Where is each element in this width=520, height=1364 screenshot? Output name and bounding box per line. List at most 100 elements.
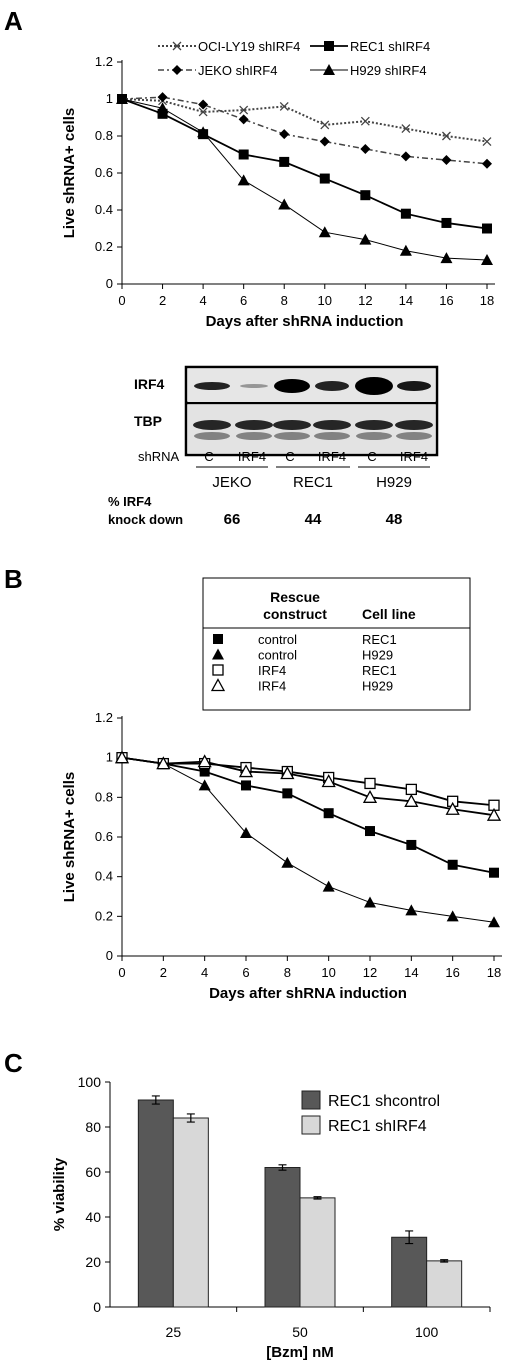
x-tick-label: 0 — [118, 965, 125, 980]
rescue-table-cell-line: REC1 — [362, 663, 397, 678]
y-axis-title: % viability — [51, 1157, 68, 1231]
x-tick-label: 12 — [358, 293, 372, 308]
series-3-point — [486, 807, 502, 821]
rescue-table-cell-line: REC1 — [362, 632, 397, 647]
blot-lane-labels: C IRF4 C IRF4 C IRF4 — [196, 449, 430, 468]
chart-a-line-plot: 0 0.2 0.4 0.6 0.8 1 1.2 0 2 4 6 8 10 12 14 16 18 Days aft… — [61, 54, 495, 330]
filled-square-icon — [213, 634, 223, 644]
series-1-point — [319, 173, 330, 184]
y-tick-label: 0.4 — [95, 869, 113, 884]
blot-bands — [193, 377, 433, 440]
series-1-point — [488, 916, 500, 928]
irf4-band — [194, 382, 230, 390]
series-3-point — [445, 801, 460, 815]
series-1-point — [482, 223, 492, 234]
series-2-point — [405, 783, 417, 796]
series-line-3 — [121, 756, 495, 817]
series-0-point — [365, 826, 375, 837]
shrna-label: shRNA — [138, 449, 180, 464]
series-0-point — [360, 116, 370, 126]
legend-a-label-2: JEKO shIRF4 — [198, 63, 277, 78]
series-2-point — [157, 92, 168, 103]
blot-row-label-irf4: IRF4 — [134, 376, 165, 392]
y-tick-label: 80 — [85, 1119, 101, 1135]
y-tick-label: 1.2 — [95, 710, 113, 725]
bar-1 — [426, 1260, 463, 1308]
rescue-table-construct: IRF4 — [258, 679, 286, 694]
tbp-band-lower — [396, 432, 432, 440]
series-1-point — [281, 856, 294, 868]
series-1-point — [198, 779, 211, 791]
x-tick-label: 14 — [404, 965, 418, 980]
series-3-point — [318, 226, 331, 238]
series-0-point — [482, 137, 492, 147]
series-3-point — [359, 233, 372, 245]
error-bar-0 — [278, 1164, 287, 1171]
series-2-point — [482, 158, 492, 169]
series-3-point — [404, 793, 419, 807]
series-1-point — [400, 208, 411, 219]
x-axis-title: Days after shRNA induction — [206, 313, 404, 330]
panel-letter-c: C — [4, 1048, 23, 1078]
y-tick-label: 0.4 — [95, 202, 113, 217]
knockdown-value: 48 — [386, 511, 403, 528]
series-3-point — [399, 244, 412, 256]
bar-1 — [299, 1197, 336, 1308]
series-3-point — [321, 774, 336, 788]
series-0-point — [320, 120, 330, 130]
y-tick-label: 1 — [106, 91, 113, 106]
irf4-band — [274, 379, 310, 393]
series-line-2 — [121, 756, 495, 807]
x-tick-label: 4 — [199, 293, 206, 308]
tbp-band-upper — [273, 420, 311, 430]
lane-label: IRF4 — [318, 449, 346, 464]
chart-a-legend: OCI-LY19 shIRF4 REC1 shIRF4 JEKO shIRF4 H92… — [158, 39, 430, 78]
y-tick-label: 0 — [106, 948, 113, 963]
series-1-point — [360, 190, 371, 201]
series-3-point — [440, 252, 453, 264]
series-1-point — [405, 904, 418, 916]
y-tick-label: 0 — [93, 1299, 101, 1315]
series-2-point — [360, 143, 371, 154]
series-0-point — [489, 867, 499, 878]
x-tick-label: 8 — [281, 293, 288, 308]
rescue-table-construct: control — [258, 648, 297, 663]
series-line-0 — [121, 756, 495, 874]
rescue-table-header-construct-2: construct — [263, 606, 327, 622]
tbp-band-lower — [194, 432, 230, 440]
x-tick-label: 18 — [487, 965, 501, 980]
open-square-icon — [212, 664, 224, 676]
series-0-point — [198, 107, 208, 117]
lane-label: C — [285, 449, 294, 464]
x-tick-label: 2 — [159, 293, 166, 308]
lane-label: IRF4 — [400, 449, 428, 464]
irf4-band — [315, 381, 349, 391]
series-2-point — [400, 151, 411, 162]
series-1-point — [279, 156, 290, 167]
series-0-point — [279, 101, 289, 111]
rescue-table-header-cell-line: Cell line — [362, 606, 416, 622]
blot-row-tbp-bg — [188, 405, 435, 453]
tbp-band-upper — [313, 420, 351, 430]
series-3-point — [197, 126, 210, 138]
series-0-point — [199, 766, 210, 777]
x-tick-label: 2 — [160, 965, 167, 980]
y-tick-label: 1.2 — [95, 54, 113, 69]
bar-0 — [264, 1167, 301, 1308]
x-tick-label: 16 — [439, 293, 453, 308]
legend-a-label-3: H929 shIRF4 — [350, 63, 427, 78]
error-bar-1 — [440, 1259, 449, 1263]
western-blot: IRF4 TBP shRNA C IRF4 C IRF4 C IRF4 JEKO REC1 H… — [108, 365, 439, 528]
y-tick-label: 0.2 — [95, 239, 113, 254]
x-tick-label: 6 — [240, 293, 247, 308]
legend-c-swatch-1 — [301, 1115, 321, 1135]
series-0-point — [323, 808, 334, 819]
cell-line-label: REC1 — [293, 474, 333, 491]
knockdown-label-line1: % IRF4 — [108, 494, 152, 509]
series-1-point — [322, 880, 335, 892]
panel-letter-a: A — [4, 6, 23, 36]
x-tick-label: 10 — [318, 293, 332, 308]
series-line-2 — [121, 96, 488, 165]
series-1-point — [446, 910, 459, 922]
